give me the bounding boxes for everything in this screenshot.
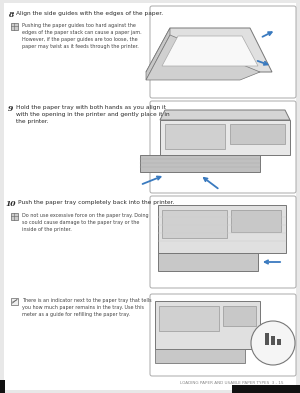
FancyBboxPatch shape <box>271 336 275 345</box>
FancyBboxPatch shape <box>0 380 5 393</box>
Polygon shape <box>158 205 286 253</box>
FancyBboxPatch shape <box>4 3 296 390</box>
FancyBboxPatch shape <box>223 306 256 326</box>
FancyBboxPatch shape <box>11 213 18 220</box>
Text: There is an indicator next to the paper tray that tells
you how much paper remai: There is an indicator next to the paper … <box>22 298 152 317</box>
FancyBboxPatch shape <box>162 210 227 238</box>
FancyBboxPatch shape <box>265 333 269 345</box>
Polygon shape <box>146 28 170 80</box>
Text: Hold the paper tray with both hands as you align it
with the opening in the prin: Hold the paper tray with both hands as y… <box>16 105 169 124</box>
FancyBboxPatch shape <box>155 349 245 363</box>
Text: 9: 9 <box>8 105 13 113</box>
Text: Do not use excessive force on the paper tray. Doing
so could cause damage to the: Do not use excessive force on the paper … <box>22 213 148 232</box>
Polygon shape <box>160 110 290 120</box>
Text: Align the side guides with the edges of the paper.: Align the side guides with the edges of … <box>16 11 163 16</box>
Text: Push the paper tray completely back into the printer.: Push the paper tray completely back into… <box>18 200 174 205</box>
Text: Pushing the paper guides too hard against the
edges of the paper stack can cause: Pushing the paper guides too hard agains… <box>22 23 142 49</box>
FancyBboxPatch shape <box>11 298 18 305</box>
FancyBboxPatch shape <box>165 124 225 149</box>
FancyBboxPatch shape <box>231 210 281 232</box>
FancyBboxPatch shape <box>150 196 296 288</box>
Polygon shape <box>162 36 258 66</box>
Text: LOADING PAPER AND USABLE PAPER TYPES  3 - 15: LOADING PAPER AND USABLE PAPER TYPES 3 -… <box>180 381 284 385</box>
FancyBboxPatch shape <box>150 6 296 98</box>
Polygon shape <box>155 301 260 349</box>
FancyBboxPatch shape <box>11 23 18 30</box>
Text: 8: 8 <box>8 11 13 19</box>
Polygon shape <box>146 35 260 80</box>
FancyBboxPatch shape <box>150 101 296 193</box>
FancyBboxPatch shape <box>230 124 285 144</box>
FancyBboxPatch shape <box>150 294 296 376</box>
FancyBboxPatch shape <box>277 339 281 345</box>
FancyBboxPatch shape <box>159 306 219 331</box>
Polygon shape <box>140 155 260 172</box>
Text: 10: 10 <box>6 200 16 208</box>
FancyBboxPatch shape <box>158 253 258 271</box>
Polygon shape <box>160 120 290 155</box>
Circle shape <box>251 321 295 365</box>
FancyBboxPatch shape <box>232 385 300 393</box>
Polygon shape <box>146 28 272 72</box>
